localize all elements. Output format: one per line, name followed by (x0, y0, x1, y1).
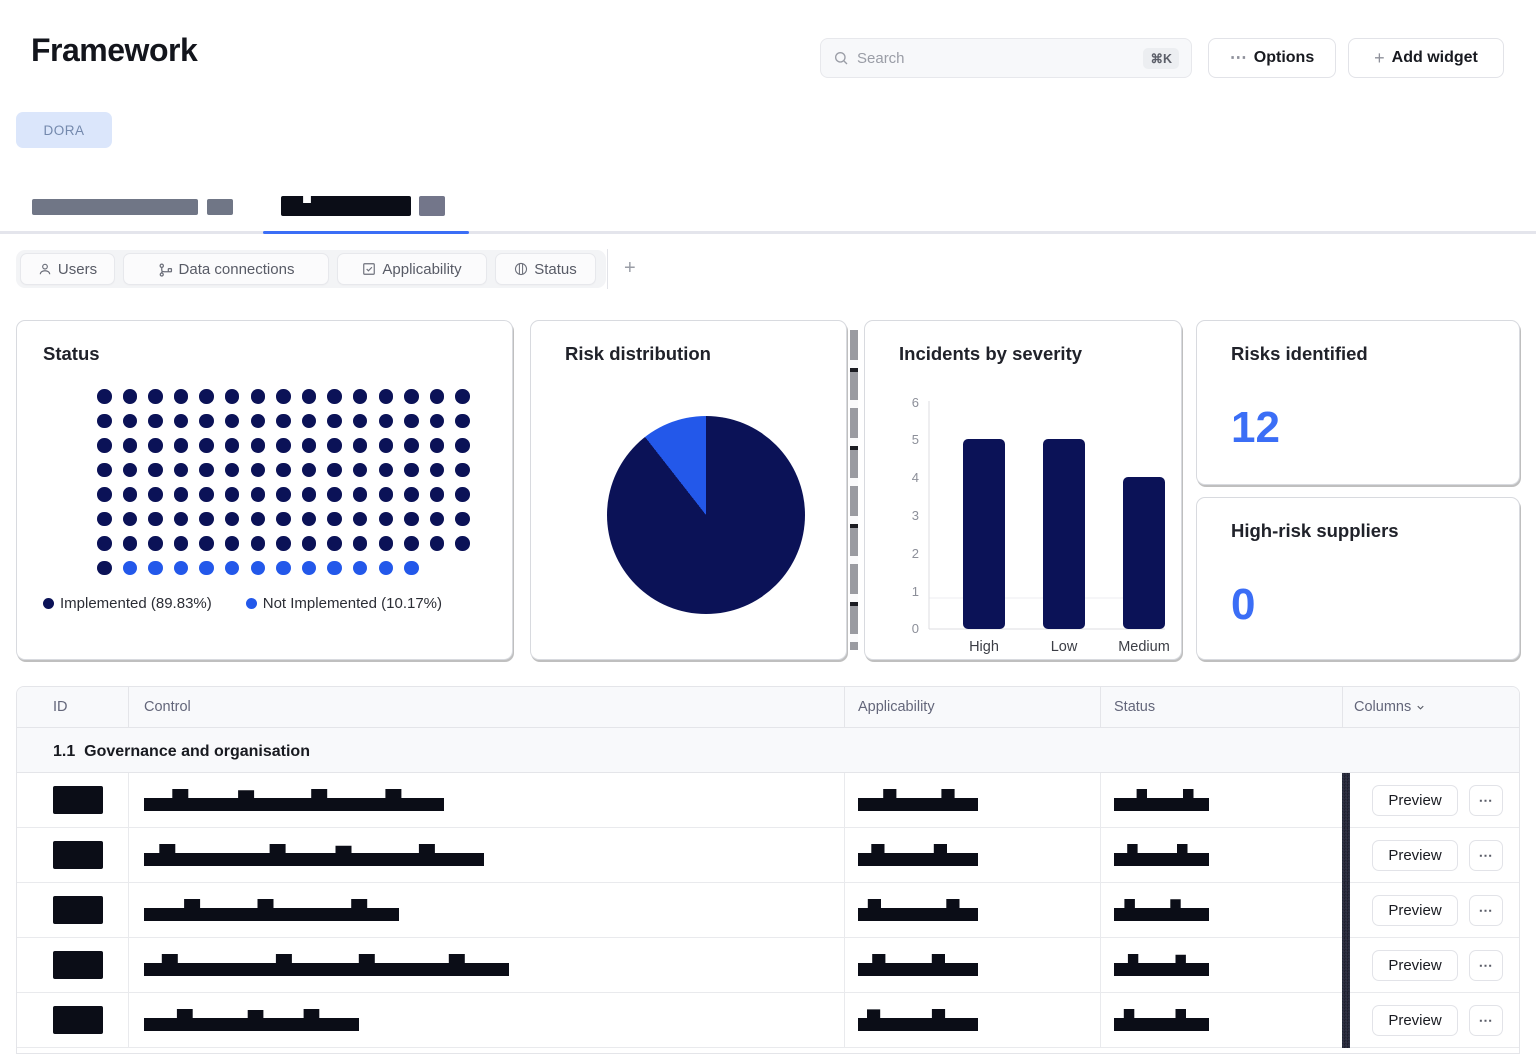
svg-text:5: 5 (912, 432, 919, 447)
svg-text:2: 2 (912, 546, 919, 561)
svg-text:4: 4 (912, 470, 919, 485)
svg-text:Medium: Medium (1118, 639, 1170, 655)
svg-text:Low: Low (1051, 639, 1078, 655)
svg-text:3: 3 (912, 508, 919, 523)
svg-text:1: 1 (912, 584, 919, 599)
svg-text:0: 0 (912, 621, 919, 636)
svg-text:High: High (969, 639, 999, 655)
svg-text:6: 6 (912, 395, 919, 410)
